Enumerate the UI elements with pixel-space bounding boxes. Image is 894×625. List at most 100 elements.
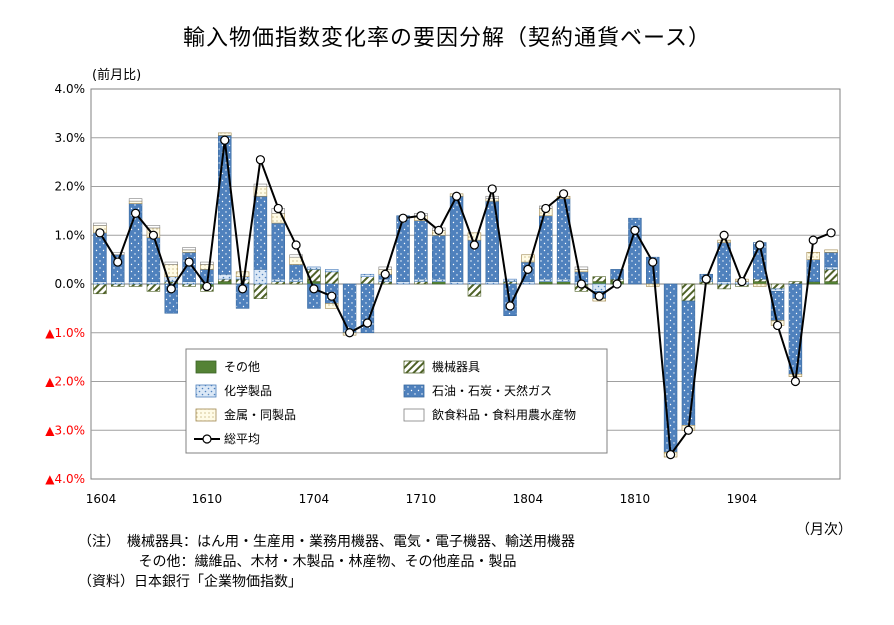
total-point [344,328,355,338]
y-tick-label: ▲4.0% [45,472,85,486]
bar-segment-chem [414,278,428,282]
bar-segment-metal [128,200,143,204]
total-point [434,225,444,235]
bar-segment-metal [824,249,838,253]
bar-stack [824,249,838,285]
bar-segment-other [539,281,553,285]
bar-segment-machinery [414,281,428,285]
total-point [558,189,569,199]
total-point [648,257,658,267]
bar-segment-machinery [681,283,696,302]
total-point [683,425,694,435]
legend-marker-total [202,434,212,444]
y-tick-label: 3.0% [55,131,86,145]
total-point [665,450,676,460]
total-point [220,135,230,145]
bar-segment-machinery [271,281,285,285]
y-tick-label: 1.0% [55,228,86,242]
bar-segment-metal [646,283,660,287]
bar-segment-oil [432,234,446,280]
total-point [719,230,729,240]
total-point [772,320,783,331]
bar-segment-machinery [111,283,125,287]
bar-stack [342,283,357,336]
bar-segment-metal [753,283,767,287]
bar-segment-oil [681,300,696,426]
bar-segment-chem [146,281,161,285]
total-point [148,230,159,240]
bar-segment-machinery [717,283,731,290]
bar-stack [289,254,303,285]
x-unit-label: （月次） [796,522,852,538]
notes-block: （注） 機械器具：はん用・生産用・業務用機器、電気・電子機器、輸送用機器 その他… [78,532,575,592]
bar-segment-chem [824,266,838,270]
bar-segment-oil [414,220,428,280]
bar-segment-oil [788,283,803,375]
bar-stack [788,281,803,377]
bar-segment-chem [235,276,250,280]
total-point [327,291,337,301]
legend-label-other: その他 [224,360,260,374]
bar-segment-machinery [128,283,143,287]
total-point [273,203,283,214]
total-point [523,264,533,274]
bar-segment-metal [521,254,535,263]
total-point [362,318,373,328]
total-point [398,213,408,223]
legend-label-machinery: 機械器具 [432,359,480,374]
bar-segment-chem [111,281,125,285]
y-tick-label: 2.0% [55,180,86,194]
bar-segment-food [289,254,303,258]
x-tick-label: 1804 [513,492,544,506]
bar-stack [218,132,232,285]
total-point [630,225,640,235]
total-point [594,291,604,301]
bar-segment-other [432,281,446,285]
total-point [541,203,551,214]
bar-segment-machinery [253,283,268,299]
bar-segment-food [485,195,499,199]
y-tick-label: ▲2.0% [45,375,85,389]
bar-segment-food [378,266,392,270]
bar-segment-metal [218,132,232,136]
bar-segment-food [111,252,125,256]
bar-segment-machinery [218,278,232,282]
y-tick-label: 0.0% [55,277,86,291]
bar-segment-machinery [360,276,375,285]
bar-segment-chem [592,283,606,292]
bar-segment-metal [806,252,820,260]
bar-segment-metal [235,271,250,277]
total-point [309,284,319,294]
bar-segment-other [556,281,571,285]
legend-label-food: 飲食料品・食料用農水産物 [432,407,576,422]
bar-segment-chem [539,278,553,282]
bar-segment-other [592,281,606,285]
total-point [790,376,801,387]
bar-segment-machinery [592,276,606,282]
bar-segment-chem [449,281,464,285]
bar-segment-chem [128,281,143,285]
bar-segment-other [218,281,232,285]
bar-segment-oil [253,195,268,270]
bar-segment-chem [289,278,303,282]
bar-segment-food [93,222,107,226]
bar-segment-oil [146,237,161,282]
legend-swatch-other [195,360,217,374]
total-point [202,281,212,292]
total-point [130,208,141,218]
total-point [808,235,818,245]
total-point [416,211,426,221]
total-line [99,140,832,458]
total-point [255,155,266,165]
total-point [113,257,123,267]
bar-segment-machinery [770,283,785,290]
bar-segment-machinery [824,269,838,282]
bar-segment-machinery [93,283,107,295]
x-tick-label: 1710 [406,492,437,506]
legend-box [185,348,608,454]
bar-segment-metal [467,232,482,241]
bar-segment-food [128,198,143,202]
bar-segment-food [253,183,268,187]
note-line-1: （注） 機械器具：はん用・生産用・業務用機器、電気・電子機器、輸送用機器 [78,534,575,550]
